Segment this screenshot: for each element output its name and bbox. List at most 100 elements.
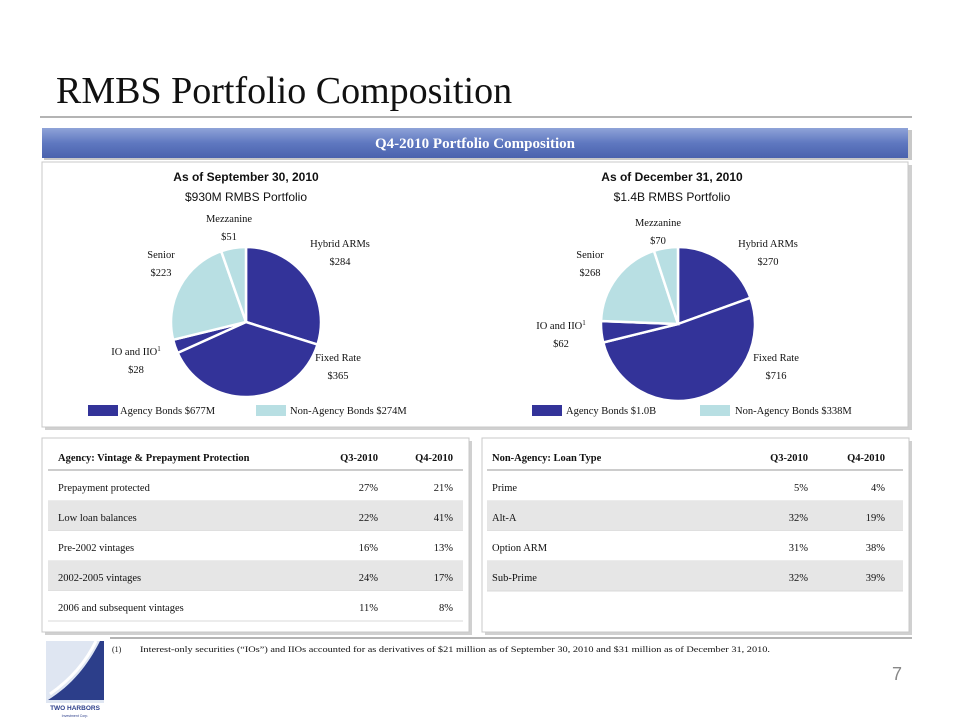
slice-label: IO and IIO1 [536, 319, 586, 332]
table-cell: 21% [434, 483, 454, 494]
legend-label: Agency Bonds $677M [120, 406, 216, 417]
table-cell: 2006 and subsequent vintages [58, 603, 184, 614]
table-cell: Low loan balances [58, 513, 137, 524]
table-header: Q3-2010 [340, 453, 378, 464]
table-header: Q4-2010 [415, 453, 453, 464]
slice-value: $365 [328, 371, 349, 382]
slice-label: Senior [147, 250, 175, 261]
pie-slice [219, 245, 248, 323]
table-cell: 32% [789, 573, 809, 584]
table-cell: Sub-Prime [492, 573, 537, 584]
logo-stroke [49, 640, 98, 696]
table-cell: 38% [866, 543, 886, 554]
pie-slice [601, 296, 757, 403]
row-shade [487, 561, 903, 591]
logo-name: TWO HARBORS [50, 705, 100, 712]
table-cell: 5% [794, 483, 808, 494]
slice-label: Fixed Rate [753, 353, 799, 364]
slice-label: Fixed Rate [315, 353, 361, 364]
table-cell: Option ARM [492, 543, 548, 554]
slice-value: $716 [766, 371, 787, 382]
slice-label: Hybrid ARMs [310, 239, 370, 250]
pie-slice [652, 245, 680, 325]
slice-value: $270 [758, 257, 779, 268]
slice-value: $51 [221, 232, 237, 243]
banner-title: Q4-2010 Portfolio Composition [375, 136, 576, 152]
slice-value: $70 [650, 236, 666, 247]
chart-title: As of December 31, 2010 [601, 170, 743, 184]
chart-title: As of September 30, 2010 [173, 170, 319, 184]
table-cell: 8% [439, 603, 453, 614]
row-shade [487, 501, 903, 531]
slice-value: $268 [580, 268, 601, 279]
legend-label: Agency Bonds $1.0B [566, 406, 656, 417]
table-cell: 13% [434, 543, 454, 554]
page-number: 7 [892, 664, 902, 684]
footnote-text: Interest-only securities (“IOs”) and IIO… [140, 645, 770, 654]
legend-swatch [256, 405, 286, 416]
row-bg [48, 471, 463, 501]
legend-label: Non-Agency Bonds $274M [290, 406, 407, 417]
table-cell: 2002-2005 vintages [58, 573, 141, 584]
chart-panel [41, 161, 909, 428]
row-bg [48, 591, 463, 621]
table-cell: 11% [359, 603, 378, 614]
table-cell: 41% [434, 513, 454, 524]
table-cell: Prepayment protected [58, 483, 151, 494]
table-cell: 4% [871, 483, 885, 494]
row-bg [487, 471, 903, 501]
chart-subtitle: $930M RMBS Portfolio [185, 190, 307, 204]
slice-label: IO and IIO1 [111, 345, 161, 358]
table-header: Non-Agency: Loan Type [492, 453, 602, 464]
slide-title: RMBS Portfolio Composition [56, 70, 512, 112]
table-cell: 32% [789, 513, 809, 524]
row-bg [48, 531, 463, 561]
legend-swatch [532, 405, 562, 416]
pie-slice [176, 320, 320, 399]
logo-tagline: Investment Corp. [62, 714, 89, 718]
table-cell: 19% [866, 513, 886, 524]
pie-slice [169, 249, 248, 342]
slice-value: $28 [128, 365, 144, 376]
table-cell: 22% [359, 513, 379, 524]
legend-label: Non-Agency Bonds $338M [735, 406, 852, 417]
row-shade [48, 561, 463, 591]
slice-label: Mezzanine [635, 218, 681, 229]
slice-value: $284 [330, 257, 352, 268]
slice-category: Senior [576, 250, 604, 261]
footnote-marker: (1) [112, 645, 122, 654]
footnote-marker: 1 [582, 319, 586, 327]
slice-category: Hybrid ARMs [310, 239, 370, 250]
table-cell: 39% [866, 573, 886, 584]
chart-subtitle: $1.4B RMBS Portfolio [614, 190, 731, 204]
legend-swatch [88, 405, 118, 416]
logo: TWO HARBORS Investment Corp. [46, 640, 104, 718]
slice-category: Mezzanine [635, 218, 681, 229]
slice-label: Senior [576, 250, 604, 261]
legend-swatch [700, 405, 730, 416]
table-header: Q4-2010 [847, 453, 885, 464]
slice-value: $62 [553, 339, 569, 350]
pie-slice [676, 245, 753, 326]
row-shade [48, 501, 463, 531]
table-cell: 16% [359, 543, 379, 554]
pie-slice [244, 245, 323, 347]
slice-category: Fixed Rate [753, 353, 799, 364]
table-cell: Alt-A [492, 513, 517, 524]
banner [42, 128, 908, 158]
slice-category: Mezzanine [206, 214, 252, 225]
table-cell: 31% [789, 543, 809, 554]
slice-category: IO and IIO [536, 321, 582, 332]
row-bg [487, 531, 903, 561]
table-header: Q3-2010 [770, 453, 808, 464]
slice-label: Mezzanine [206, 214, 252, 225]
table-cell: 24% [359, 573, 379, 584]
slice-category: Hybrid ARMs [738, 239, 798, 250]
logo-sail [48, 641, 104, 700]
slice-label: Hybrid ARMs [738, 239, 798, 250]
slice-value: $223 [151, 268, 172, 279]
table-header: Agency: Vintage & Prepayment Protection [58, 453, 250, 464]
table-cell: Pre-2002 vintages [58, 543, 134, 554]
slice-category: IO and IIO [111, 347, 157, 358]
